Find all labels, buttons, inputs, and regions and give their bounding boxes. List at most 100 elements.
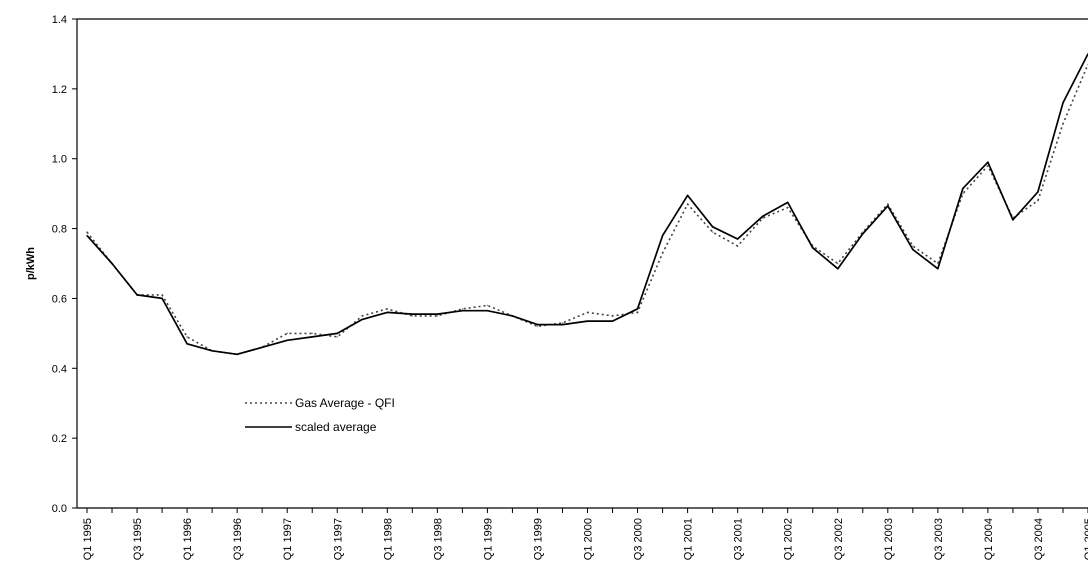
data-point — [611, 320, 614, 322]
data-point — [336, 336, 339, 338]
data-point — [937, 267, 939, 270]
y-tick-label: 0.6 — [52, 293, 67, 305]
x-tick-label: Q1 2002 — [783, 518, 795, 560]
y-tick-label: 0.2 — [52, 433, 67, 445]
data-point — [461, 308, 464, 310]
data-point — [636, 311, 639, 314]
data-point — [436, 315, 439, 317]
data-point — [636, 308, 639, 310]
y-tick-label: 0.4 — [52, 363, 67, 375]
data-point — [987, 161, 989, 164]
data-point — [1062, 102, 1064, 104]
x-tick-label: Q3 1999 — [532, 518, 544, 560]
data-point — [711, 231, 714, 233]
x-tick-label: Q1 1999 — [482, 518, 494, 560]
data-point — [286, 332, 289, 335]
legend-label-gas-average-qfi: Gas Average - QFI — [295, 396, 395, 410]
data-point — [761, 215, 764, 218]
data-point — [286, 339, 289, 342]
series-layer — [86, 53, 1088, 356]
y-tick-label: 0.8 — [52, 224, 67, 236]
data-point — [336, 332, 339, 335]
data-point — [486, 304, 489, 307]
y-tick-label: 1.2 — [52, 84, 67, 96]
data-point — [386, 308, 389, 310]
data-point — [836, 267, 839, 270]
data-point — [1012, 219, 1014, 221]
data-point — [86, 231, 88, 233]
data-point — [136, 294, 138, 296]
x-tick-label: Q1 2005 — [1083, 518, 1088, 560]
data-point — [786, 201, 789, 204]
data-point — [311, 336, 314, 338]
data-point — [937, 262, 939, 265]
data-point — [811, 246, 814, 249]
y-tick-label: 0.0 — [52, 503, 67, 515]
data-point — [536, 323, 539, 326]
data-point — [736, 245, 739, 247]
x-tick-label: Q1 2003 — [883, 518, 895, 560]
x-tick-label: Q1 2001 — [683, 518, 695, 560]
x-tick-label: Q3 2002 — [833, 518, 845, 560]
data-point — [186, 336, 188, 338]
data-point — [161, 297, 163, 300]
data-point — [511, 315, 514, 317]
data-point — [887, 205, 889, 207]
x-tick-label: Q3 1995 — [132, 518, 144, 560]
data-point — [686, 194, 689, 197]
data-point — [561, 322, 564, 324]
data-point — [661, 234, 664, 237]
data-point — [111, 262, 113, 265]
x-tick-label: Q3 1997 — [332, 518, 344, 560]
data-point — [386, 311, 389, 314]
data-point — [311, 332, 314, 335]
y-tick-label: 1.4 — [52, 14, 67, 26]
x-tick-label: Q1 1997 — [282, 518, 294, 560]
data-point — [887, 203, 889, 205]
x-axis-ticks: Q1 1995 Q3 1995 Q1 1996 Q3 1996 Q1 1997 Q3 19… — [82, 508, 1088, 560]
x-tick-label: Q3 2004 — [1033, 518, 1045, 560]
y-axis-label: p/kWh — [25, 247, 37, 280]
x-tick-label: Q1 1998 — [382, 518, 394, 560]
data-point — [912, 245, 914, 247]
data-point — [586, 311, 589, 314]
legend-label-scaled-average: scaled average — [295, 420, 377, 434]
axes — [76, 18, 1088, 509]
data-point — [611, 315, 614, 317]
data-point — [686, 203, 689, 205]
data-point — [411, 313, 414, 315]
data-point — [361, 315, 364, 317]
data-point — [962, 187, 964, 190]
x-tick-label: Q1 2000 — [583, 518, 595, 560]
y-axis-ticks: 0.0 0.2 0.4 0.6 0.8 1.0 1.2 1.4 — [52, 14, 77, 515]
data-point — [211, 350, 213, 352]
data-point — [536, 325, 539, 328]
data-point — [912, 248, 914, 251]
data-point — [1037, 191, 1039, 193]
data-point — [561, 323, 564, 326]
data-point — [861, 233, 864, 235]
data-point — [661, 252, 664, 254]
x-tick-label: Q3 2001 — [733, 518, 745, 560]
x-tick-label: Q1 2004 — [983, 518, 995, 560]
data-point — [261, 346, 263, 349]
data-point — [736, 238, 739, 240]
data-point — [161, 294, 163, 296]
data-point — [86, 234, 88, 237]
data-point — [236, 353, 238, 356]
data-point — [486, 309, 489, 312]
data-point — [461, 309, 464, 312]
y-tick-label: 1.0 — [52, 154, 67, 166]
data-point — [361, 318, 364, 321]
x-tick-label: Q3 1998 — [432, 518, 444, 560]
data-point — [987, 164, 989, 167]
data-point — [836, 262, 839, 265]
data-point — [411, 315, 414, 317]
data-point — [786, 206, 789, 209]
x-tick-label: Q3 2000 — [633, 518, 645, 560]
x-tick-label: Q3 1996 — [232, 518, 244, 560]
data-point — [586, 320, 589, 322]
series-line-scaled-average — [86, 53, 1088, 356]
legend: Gas Average - QFI scaled average — [245, 396, 395, 434]
